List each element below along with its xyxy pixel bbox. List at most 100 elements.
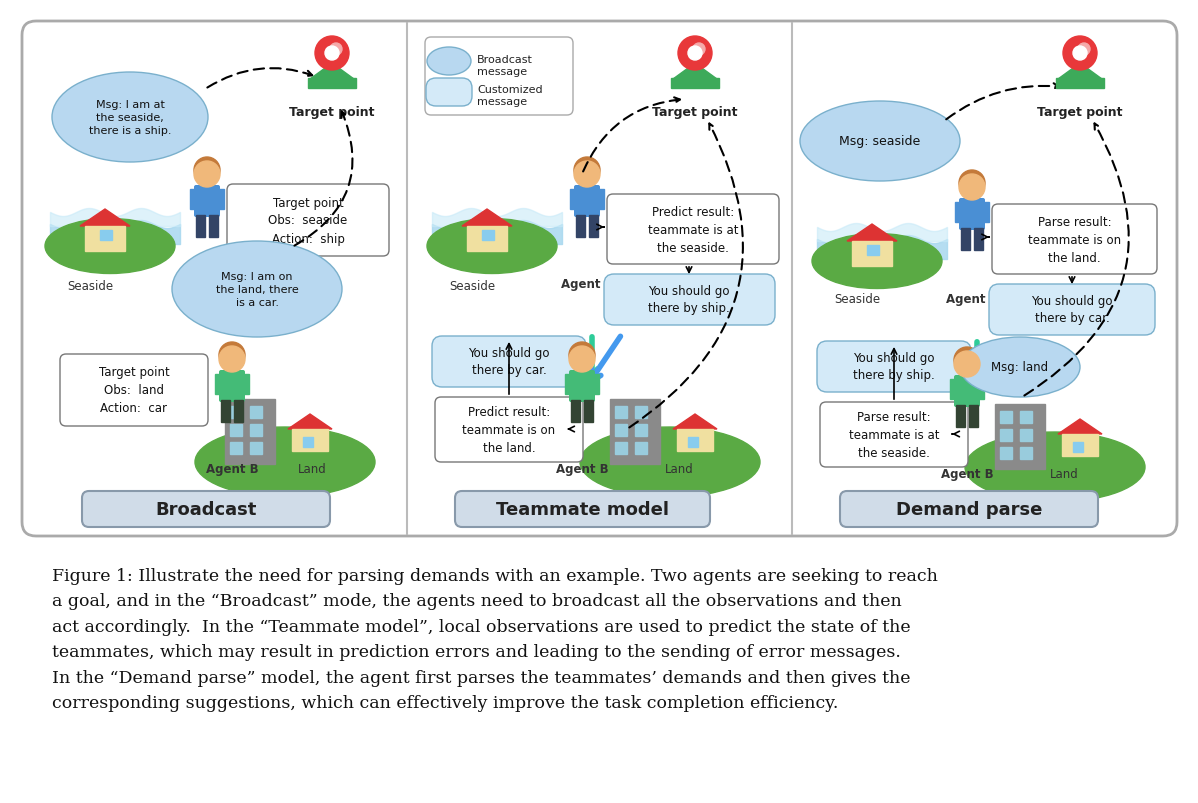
Bar [214,374,220,394]
Text: Agent B: Agent B [206,463,259,475]
Bar [467,226,507,251]
Text: You should go
there by car.: You should go there by car. [468,347,550,377]
Bar [576,216,585,238]
Bar [1061,434,1099,456]
Bar [1019,430,1031,442]
Bar [1019,411,1031,423]
FancyBboxPatch shape [817,341,972,393]
Circle shape [194,158,220,184]
Ellipse shape [580,427,760,497]
Circle shape [574,158,600,184]
FancyBboxPatch shape [226,185,389,257]
Circle shape [569,343,595,369]
FancyBboxPatch shape [425,38,573,116]
Bar [955,202,961,222]
Text: Seaside: Seaside [67,279,113,292]
Text: Land: Land [297,463,326,475]
Ellipse shape [195,427,375,497]
FancyBboxPatch shape [194,185,220,218]
Circle shape [1063,37,1097,71]
Text: You should go
there by ship.: You should go there by ship. [648,284,730,315]
Bar [230,406,242,418]
Ellipse shape [52,73,208,163]
Bar [196,216,205,238]
Bar [688,438,698,447]
Circle shape [954,352,980,377]
Bar [570,190,576,210]
Text: Teammate model: Teammate model [496,500,668,519]
Bar [85,226,125,251]
Bar [615,406,627,418]
Text: Target point
Obs:  seaside
Action:  ship: Target point Obs: seaside Action: ship [268,196,347,245]
FancyBboxPatch shape [574,185,600,218]
Bar [610,400,660,464]
Text: Seaside: Seaside [449,279,495,292]
Text: Agent A: Agent A [945,292,998,306]
Bar [593,374,599,394]
Circle shape [1073,47,1087,61]
Bar [234,401,243,422]
Circle shape [692,44,704,56]
Ellipse shape [966,433,1145,503]
Text: Target point: Target point [289,106,375,119]
Bar [984,202,990,222]
Bar [482,230,494,241]
Bar [598,190,604,210]
Polygon shape [673,414,716,430]
Bar [974,229,984,251]
Bar [1073,442,1083,452]
Circle shape [960,175,985,201]
Bar [969,406,978,427]
Bar [220,401,230,422]
Circle shape [325,47,339,61]
Circle shape [315,37,349,71]
Ellipse shape [46,219,175,274]
Text: Demand parse: Demand parse [896,500,1042,519]
Polygon shape [80,210,131,226]
Bar [671,79,719,89]
Bar [190,190,196,210]
Polygon shape [288,414,332,430]
Bar [292,430,328,451]
Bar [961,229,970,251]
Text: Customized
message: Customized message [477,85,543,107]
FancyBboxPatch shape [60,355,208,426]
Bar [1000,411,1012,423]
FancyBboxPatch shape [604,275,775,325]
Bar [589,216,598,238]
Polygon shape [462,210,512,226]
Bar [583,401,593,422]
Text: Msg: I am on
the land, there
is a car.: Msg: I am on the land, there is a car. [216,271,298,308]
Ellipse shape [800,102,960,181]
FancyBboxPatch shape [426,79,472,107]
FancyBboxPatch shape [219,370,246,402]
Bar [1000,447,1012,459]
Circle shape [678,37,712,71]
Polygon shape [1058,64,1102,80]
Bar [677,430,713,451]
FancyBboxPatch shape [455,491,710,528]
FancyBboxPatch shape [607,195,779,265]
FancyBboxPatch shape [81,491,329,528]
Text: You should go
there by car.: You should go there by car. [1031,295,1113,324]
Text: Msg: seaside: Msg: seaside [840,136,920,149]
Text: Target point: Target point [652,106,738,119]
Bar [996,405,1045,470]
Polygon shape [310,64,353,80]
Text: Msg: land: Msg: land [992,361,1048,374]
Circle shape [960,171,985,197]
Text: You should go
there by ship.: You should go there by ship. [853,352,934,381]
Bar [225,400,276,464]
Polygon shape [1058,419,1102,434]
FancyBboxPatch shape [569,370,595,402]
Bar [1019,447,1031,459]
Bar [218,190,224,210]
Bar [1055,79,1105,89]
Polygon shape [847,225,897,242]
Ellipse shape [426,219,557,274]
Circle shape [194,161,220,188]
Ellipse shape [812,234,942,289]
Ellipse shape [173,242,341,337]
Bar [635,425,647,437]
Bar [308,79,356,89]
